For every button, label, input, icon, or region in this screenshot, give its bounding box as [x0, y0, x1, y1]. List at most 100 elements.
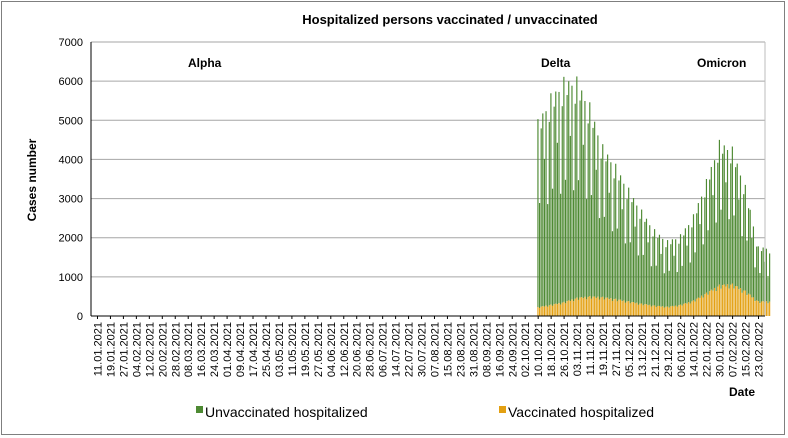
legend-label-unvaccinated: Unvaccinated hospitalized: [205, 404, 368, 420]
bar-vaccinated: [605, 297, 607, 316]
bar-unvaccinated: [647, 242, 649, 306]
bar-vaccinated: [738, 289, 740, 316]
bar-vaccinated: [662, 306, 664, 316]
bar-unvaccinated: [683, 235, 685, 304]
bar-vaccinated: [579, 297, 581, 316]
x-tick-label: 14.01.2022: [689, 322, 701, 377]
x-tick-label: 19.11.2021: [598, 322, 610, 376]
bar-vaccinated: [543, 306, 546, 316]
bar-unvaccinated: [560, 193, 562, 305]
bar-vaccinated: [673, 306, 675, 316]
bar-unvaccinated: [600, 158, 602, 298]
bar-vaccinated: [715, 291, 717, 316]
bar-vaccinated: [668, 307, 670, 316]
x-tick-label: 28.06.2021: [365, 322, 377, 377]
bar-unvaccinated: [594, 121, 596, 297]
bar-vaccinated: [548, 305, 550, 316]
bar-vaccinated: [705, 292, 708, 316]
bar-vaccinated: [684, 303, 686, 316]
bar-vaccinated: [733, 288, 735, 316]
bar-vaccinated: [608, 299, 610, 316]
bar-vaccinated: [681, 305, 683, 316]
x-tick-label: 30.07.2021: [417, 322, 429, 377]
bar-unvaccinated: [713, 160, 716, 288]
bar-vaccinated: [647, 305, 649, 316]
bar-unvaccinated: [540, 128, 542, 307]
bar-unvaccinated: [701, 196, 703, 296]
bar-vaccinated: [694, 301, 696, 316]
bar-vaccinated: [767, 303, 769, 316]
legend-label-vaccinated: Vaccinated hospitalized: [508, 404, 654, 420]
bar-vaccinated: [657, 305, 659, 316]
bar-vaccinated: [688, 302, 690, 316]
bar-vaccinated: [573, 301, 575, 316]
x-tick-label: 05.12.2021: [624, 322, 636, 377]
y-tick-label: 0: [77, 311, 83, 323]
bar-unvaccinated: [608, 192, 610, 300]
bar-vaccinated: [756, 300, 758, 316]
bar-vaccinated: [624, 302, 627, 316]
x-tick-label: 23.02.2022: [754, 322, 766, 377]
bar-unvaccinated: [728, 219, 730, 289]
bar-vaccinated: [602, 296, 604, 316]
x-tick-label: 03.05.2021: [274, 322, 286, 377]
bar-unvaccinated: [553, 106, 555, 305]
x-tick-label: 08.09.2021: [481, 322, 493, 377]
bar-vaccinated: [699, 297, 701, 316]
bar-unvaccinated: [736, 163, 738, 287]
bar-unvaccinated: [619, 175, 622, 300]
bar-unvaccinated: [547, 204, 549, 307]
y-axis-label: Cases number: [25, 138, 39, 221]
bar-unvaccinated: [759, 272, 761, 304]
x-tick-label: 15.08.2021: [442, 322, 454, 377]
bar-unvaccinated: [712, 195, 714, 291]
bar-unvaccinated: [741, 236, 743, 293]
x-tick-label: 06.07.2021: [378, 322, 390, 377]
x-tick-label: 14.07.2021: [391, 322, 403, 377]
bar-unvaccinated: [702, 244, 704, 298]
legend-swatch-unvaccinated: [196, 406, 203, 413]
bar-vaccinated: [615, 298, 617, 316]
bar-vaccinated: [691, 301, 693, 316]
x-tick-label: 27.01.2021: [118, 322, 130, 377]
bar-unvaccinated: [655, 265, 657, 307]
bar-vaccinated: [726, 284, 729, 316]
bar-unvaccinated: [603, 216, 605, 300]
bar-vaccinated: [683, 303, 685, 316]
bar-unvaccinated: [637, 255, 639, 305]
bar-unvaccinated: [543, 158, 546, 307]
bar-unvaccinated: [679, 234, 682, 305]
bar-vaccinated: [736, 286, 738, 316]
bar-unvaccinated: [602, 144, 604, 297]
bar-vaccinated: [589, 296, 591, 316]
bar-vaccinated: [595, 297, 597, 316]
x-tick-label: 15.02.2022: [741, 322, 753, 377]
bar-unvaccinated: [657, 238, 659, 306]
x-axis-ticks: 11.01.2021 19.01.2021 27.01.2021 04.02.2021…: [92, 316, 766, 377]
bar-unvaccinated: [725, 182, 727, 287]
bar-vaccinated: [743, 290, 745, 316]
bar-vaccinated: [735, 286, 737, 316]
bar-vaccinated: [576, 297, 578, 316]
bar-vaccinated: [641, 303, 643, 316]
bar-vaccinated: [621, 301, 623, 316]
bar-vaccinated: [626, 301, 628, 316]
x-tick-label: 04.02.2021: [131, 322, 143, 377]
bar-unvaccinated: [611, 231, 614, 301]
bar-vaccinated: [568, 300, 570, 316]
bar-unvaccinated: [658, 234, 661, 306]
bar-vaccinated: [600, 297, 602, 316]
bar-unvaccinated: [605, 161, 607, 298]
bar-unvaccinated: [615, 163, 617, 299]
bar-unvaccinated: [595, 169, 597, 298]
bar-unvaccinated: [569, 135, 571, 302]
bar-vaccinated: [581, 297, 583, 316]
bar-unvaccinated: [747, 208, 750, 294]
bar-vaccinated: [712, 290, 714, 316]
x-tick-label: 04.06.2021: [326, 322, 338, 377]
bar-unvaccinated: [629, 242, 631, 304]
bar-vaccinated: [751, 297, 753, 316]
bar-unvaccinated: [561, 106, 563, 303]
bar-unvaccinated: [623, 183, 625, 301]
